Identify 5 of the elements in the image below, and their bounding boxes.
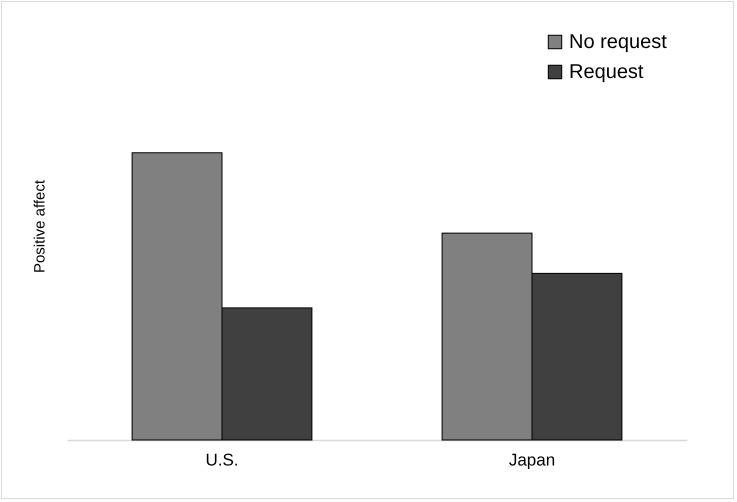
y-axis-title: Positive affect — [32, 179, 48, 274]
legend-label: No request — [569, 31, 668, 53]
x-tick-label: Japan — [508, 450, 556, 470]
legend-label: Request — [569, 61, 644, 83]
x-tick-label: U.S. — [205, 450, 239, 470]
